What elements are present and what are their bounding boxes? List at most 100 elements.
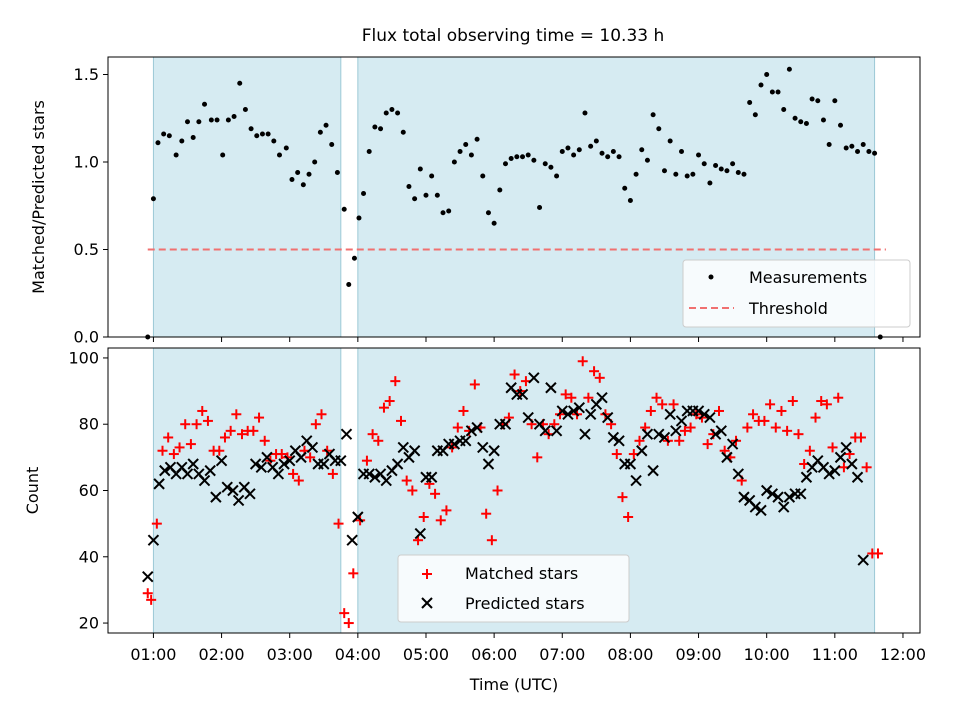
x-tick-label: 09:00 <box>675 645 721 664</box>
predicted-star-point <box>579 428 591 440</box>
matched-star-point <box>418 512 429 523</box>
predicted-star-point <box>352 511 364 523</box>
measurement-point <box>849 143 855 149</box>
measurement-point <box>412 196 418 202</box>
measurement-point <box>237 80 243 86</box>
predicted-star-point <box>363 468 375 480</box>
predicted-star-point <box>641 428 654 440</box>
predicted-star-point <box>425 471 438 483</box>
measurement-point <box>271 138 277 144</box>
predicted-star-point <box>142 570 154 583</box>
predicted-star-point <box>647 464 659 477</box>
matched-star-point <box>202 415 213 426</box>
matched-star-point <box>469 379 480 390</box>
measurement-point <box>769 89 775 95</box>
measurement-point <box>184 119 190 125</box>
measurement-point <box>485 210 491 216</box>
matched-star-point <box>668 399 679 410</box>
matched-star-point <box>435 515 446 526</box>
matched-star-point <box>248 425 259 436</box>
measurement-point <box>502 161 508 167</box>
measurement-point <box>758 82 764 88</box>
measurement-point <box>491 220 497 226</box>
predicted-star-point <box>840 441 852 454</box>
matched-star-point <box>702 439 713 450</box>
measurement-point <box>667 138 673 144</box>
matched-star-point <box>810 412 821 423</box>
predicted-star-point <box>738 491 750 503</box>
predicted-star-point <box>255 461 268 474</box>
matched-star-point <box>259 435 270 446</box>
measurement-point <box>361 191 367 196</box>
matched-star-point <box>339 608 350 619</box>
predicted-star-point <box>465 425 478 437</box>
measurement-point <box>161 131 167 137</box>
measurement-point <box>440 210 446 216</box>
measurement-point <box>242 107 248 112</box>
measurement-point <box>451 159 457 165</box>
predicted-star-point <box>567 405 580 417</box>
matched-star-point <box>163 432 174 443</box>
predicted-star-point <box>261 451 273 464</box>
measurement-point <box>179 138 185 144</box>
measurement-point <box>480 173 486 179</box>
measurement-point <box>707 180 713 186</box>
measurement-point <box>724 168 730 174</box>
measurement-point <box>696 152 702 158</box>
legend-threshold-label: Threshold <box>748 299 828 318</box>
predicted-star-point <box>272 468 285 480</box>
predicted-star-point <box>846 458 858 470</box>
measurement-point <box>429 173 435 179</box>
predicted-star-point <box>340 428 353 440</box>
predicted-star-point <box>715 425 727 437</box>
predicted-star-point <box>749 501 762 513</box>
matched-star-point <box>748 409 759 420</box>
y-tick-label: 80 <box>79 415 99 434</box>
predicted-star-point <box>766 488 779 500</box>
measurement-point <box>474 136 480 142</box>
predicted-star-point <box>670 425 682 437</box>
predicted-star-point <box>653 428 665 440</box>
matched-star-point <box>861 462 872 473</box>
measurement-point <box>679 149 685 154</box>
measurement-point <box>718 166 724 172</box>
measurement-point <box>809 96 815 102</box>
predicted-star-point <box>499 418 512 430</box>
measurement-point <box>457 149 463 154</box>
measurement-point <box>599 150 605 156</box>
matched-star-point <box>327 468 338 479</box>
predicted-star-point <box>482 458 495 470</box>
measurement-point <box>815 98 821 104</box>
measurement-point <box>616 154 622 160</box>
predicted-star-point <box>562 408 574 420</box>
measurement-point <box>684 173 690 179</box>
predicted-star-point <box>187 458 199 470</box>
matched-star-point <box>191 419 202 430</box>
matched-star-point <box>486 535 497 546</box>
predicted-star-point <box>772 491 784 503</box>
matched-star-point <box>197 405 208 416</box>
measurement-point <box>775 89 781 95</box>
predicted-star-point <box>800 471 813 483</box>
y-tick-label: 0.5 <box>74 240 99 259</box>
predicted-star-point <box>391 458 404 470</box>
matched-star-point <box>821 399 832 410</box>
predicted-star-point <box>283 454 296 467</box>
ratio-panel: 0.0 0.5 1.0 1.5 Matched/Predicted stars Mea… <box>29 56 921 347</box>
predicted-star-point <box>215 454 228 467</box>
predicted-star-point <box>539 425 551 437</box>
measurement-point <box>366 149 372 154</box>
predicted-star-point <box>698 408 710 420</box>
measurement-point <box>588 143 594 149</box>
matched-star-point <box>343 618 354 629</box>
predicted-star-point <box>624 458 637 470</box>
matched-star-point <box>373 435 384 446</box>
predicted-star-point <box>471 421 483 434</box>
matched-star-point <box>713 405 724 416</box>
predicted-star-point <box>851 471 864 483</box>
predicted-star-point <box>636 445 648 457</box>
matched-star-point <box>577 356 588 367</box>
measurement-point <box>542 161 548 167</box>
matched-star-point <box>509 369 520 380</box>
predicted-star-point <box>692 405 705 417</box>
